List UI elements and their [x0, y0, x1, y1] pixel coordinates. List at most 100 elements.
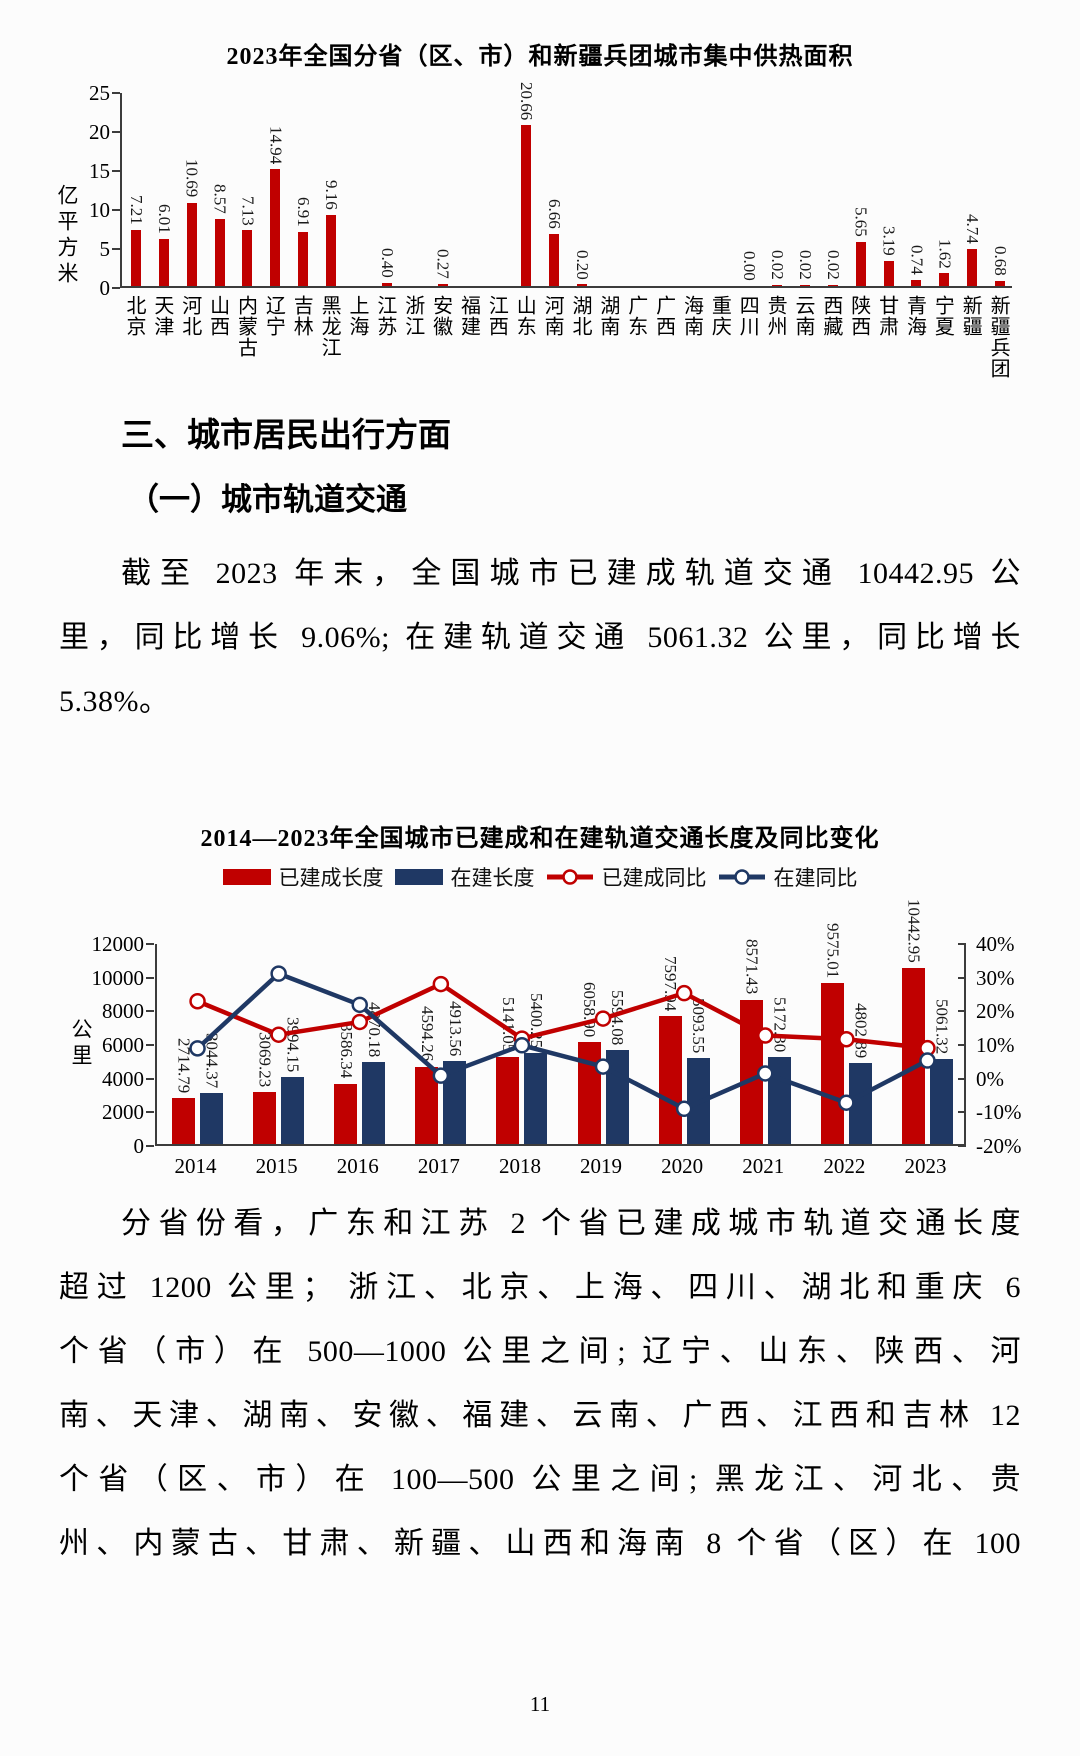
data-point-marker	[189, 1040, 206, 1057]
y-tick-label-right: -20%	[976, 1134, 1022, 1158]
bar	[658, 1016, 682, 1144]
y-tick-label-left: 4000	[102, 1066, 144, 1091]
data-point-marker	[270, 1026, 287, 1043]
y-tick-mark	[958, 976, 966, 979]
bar	[158, 239, 169, 286]
data-point-marker	[270, 965, 287, 982]
bar-value-label: 14.94	[266, 126, 286, 165]
bar-value-label: 4913.56	[445, 1001, 465, 1057]
category-label: 上海	[345, 295, 368, 337]
bar-value-label: 0.20	[572, 249, 592, 280]
data-point-marker	[189, 992, 206, 1010]
y-tick-label-left: 6000	[102, 1033, 144, 1057]
category-label: 福建	[457, 295, 480, 337]
data-point-marker	[675, 1100, 693, 1118]
y-tick-label-left: 12000	[91, 932, 145, 956]
y-tick-mark	[112, 209, 120, 211]
y-tick-mark	[112, 287, 120, 289]
category-label: 陕西	[847, 295, 870, 337]
x-axis-year-label: 2017	[417, 1154, 460, 1178]
bar-value-label: 5594.08	[608, 989, 628, 1045]
data-point-marker	[757, 1065, 774, 1082]
bar-value-label: 0.40	[377, 248, 397, 278]
built-yoy-line-icon	[546, 869, 593, 885]
bar-value-label: 1.62	[935, 238, 955, 269]
rail-transit-chart: 2014—2023年全国城市已建成和在建轨道交通长度及同比变化 已建成长度 在建…	[40, 818, 1040, 1200]
bar-value-label: 7.13	[238, 195, 258, 226]
bar	[415, 1066, 439, 1144]
text-line: 里，同比增长 9.06%; 在建轨道交通 5061.32 公里，同比增长	[59, 621, 1021, 654]
category-label: 海南	[680, 295, 703, 337]
data-point-marker	[594, 1010, 612, 1027]
y-tick-label-right: 40%	[976, 932, 1015, 956]
data-point-marker	[675, 984, 693, 1002]
bar	[524, 1053, 548, 1144]
y-tick-mark	[146, 1111, 154, 1114]
yoy-lines-layer	[189, 965, 936, 1118]
bar-value-label: 5093.55	[689, 998, 709, 1054]
category-label: 辽宁	[262, 295, 285, 337]
legend-label: 已建成长度	[278, 866, 384, 890]
bar-value-label: 4594.26	[417, 1006, 437, 1062]
text-line: 5.38%。	[59, 685, 170, 718]
bar	[995, 280, 1006, 286]
category-label: 甘肃	[875, 295, 898, 337]
legend-item: 已建成同比	[546, 862, 707, 892]
y-tick-label-right: 30%	[976, 965, 1015, 990]
bar-value-label: 0.00	[740, 251, 760, 281]
category-label: 宁夏	[931, 295, 954, 337]
bar-value-label: 6.66	[545, 199, 565, 230]
bar	[381, 282, 392, 286]
yoy-line	[196, 971, 929, 1112]
y-tick-label-left: 8000	[102, 999, 144, 1024]
bar	[214, 219, 225, 286]
paragraph-rail-summary: 截至 2023 年末，全国城市已建成轨道交通 10442.95 公 里，同比增长…	[59, 542, 1021, 734]
data-point-marker	[838, 1094, 855, 1111]
data-point-marker	[513, 1037, 531, 1054]
data-point-marker	[594, 1058, 612, 1075]
category-label: 山东	[513, 295, 536, 337]
y-tick-mark	[112, 170, 120, 172]
y-tick-mark	[146, 1010, 154, 1013]
bar-value-label: 8571.43	[742, 939, 762, 995]
text-line: 超过 1200 公里； 浙江、北京、上海、四川、湖北和重庆 6	[59, 1271, 1021, 1304]
bar-value-label: 7.21	[126, 195, 146, 225]
category-label: 江西	[485, 295, 508, 337]
chart-legend: 已建成长度 在建长度 已建成同比 在建同比	[40, 862, 1040, 892]
bar-value-label: 8.57	[210, 184, 230, 215]
y-tick-mark	[958, 1010, 966, 1013]
bar-value-label: 5.65	[851, 207, 871, 237]
category-label: 天津	[150, 295, 173, 337]
y-tick-label: 5	[99, 237, 111, 261]
plot-area: 2714.79 3069.23 3586.34 4594.26 5141.05 6058.…	[155, 899, 966, 1146]
x-axis-year-label: 2018	[498, 1154, 541, 1178]
bar-value-label: 0.02	[768, 250, 788, 280]
category-label: 四川	[736, 295, 759, 337]
category-label: 内蒙古	[234, 295, 257, 358]
bar-value-label: 20.66	[517, 81, 537, 120]
bar-value-label: 6.01	[154, 204, 174, 235]
text-line: 个省（区、市）在 100—500 公里之间; 黑龙江、河北、贵	[59, 1463, 1021, 1496]
category-label: 新疆	[959, 295, 982, 337]
bar-value-label: 3586.34	[336, 1023, 356, 1079]
bar	[443, 1061, 467, 1144]
under-construction-yoy-line-icon	[718, 869, 765, 885]
legend-item: 已建成长度	[222, 862, 384, 892]
bar	[362, 1062, 386, 1144]
bar	[855, 241, 866, 286]
bar-value-label: 0.74	[907, 245, 927, 276]
data-point-marker	[432, 1067, 450, 1084]
y-tick-label-right: 10%	[976, 1033, 1015, 1057]
bar	[739, 999, 763, 1144]
bar	[929, 1058, 953, 1144]
x-axis-year-label: 2016	[336, 1154, 379, 1178]
y-tick-mark	[958, 1145, 966, 1147]
bar-value-label: 10.69	[182, 159, 202, 198]
y-tick-mark	[112, 131, 120, 133]
category-label: 西藏	[819, 295, 842, 337]
heating-area-chart: 2023年全国分省（区、市）和新疆兵团城市集中供热面积 亿平方米 7.21 6.0…	[40, 36, 1040, 396]
y-tick-mark	[146, 1145, 154, 1147]
bar-value-label: 0.02	[823, 250, 843, 280]
y-tick-label: 10	[89, 198, 110, 222]
